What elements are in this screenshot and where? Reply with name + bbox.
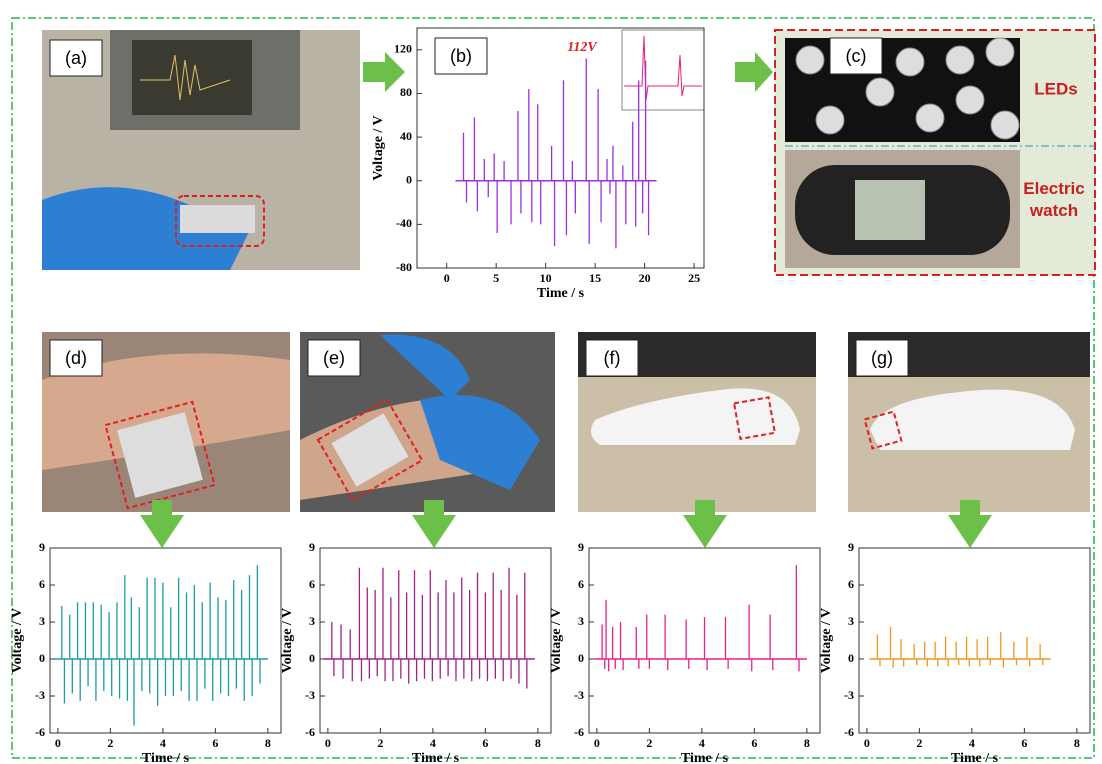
y-tick-label: 40: [400, 129, 412, 143]
y-axis-label: Voltage / V: [10, 608, 25, 673]
x-tick-label: 8: [265, 736, 271, 750]
x-tick-label: 0: [55, 736, 61, 750]
x-tick-label: 0: [864, 736, 870, 750]
x-tick-label: 0: [444, 271, 450, 285]
panel-label: (e): [323, 348, 345, 368]
figure: (a) (c) LEDs (d) (e) (f): [0, 0, 1102, 764]
x-tick-label: 8: [535, 736, 541, 750]
y-tick-label: 0: [578, 651, 584, 665]
panel-label: (d): [65, 348, 87, 368]
x-axis-label: Time / s: [951, 751, 999, 764]
x-tick-label: 6: [482, 736, 488, 750]
x-tick-label: 0: [325, 736, 331, 750]
y-tick-label: 0: [309, 651, 315, 665]
photo-c: (c) LEDs: [775, 30, 1095, 275]
x-tick-label: 25: [688, 271, 700, 285]
y-tick-label: -3: [35, 688, 45, 702]
photo-e: (e): [300, 332, 555, 512]
y-tick-label: 120: [394, 42, 412, 56]
photo-d: (d): [42, 332, 290, 512]
y-axis-label: Voltage / V: [819, 608, 834, 673]
y-tick-label: -6: [35, 725, 45, 739]
y-axis-label: Voltage / V: [549, 608, 564, 673]
x-tick-label: 2: [646, 736, 652, 750]
x-tick-label: 4: [430, 736, 436, 750]
x-tick-label: 4: [969, 736, 975, 750]
photo-a: (a): [42, 30, 360, 270]
y-tick-label: 3: [309, 614, 315, 628]
y-tick-label: 3: [39, 614, 45, 628]
x-tick-label: 2: [916, 736, 922, 750]
y-tick-label: 6: [309, 577, 315, 591]
chart: 0 2 4 6 8 -6 -3 0 3 6 9 Time / s Voltage / V: [549, 540, 820, 764]
panel-label: (b): [450, 46, 472, 66]
x-tick-label: 8: [1074, 736, 1080, 750]
chart: 0 2 4 6 8 -6 -3 0 3 6 9 Time / s Voltage / V: [819, 540, 1090, 764]
y-tick-label: -6: [574, 725, 584, 739]
x-tick-label: 5: [493, 271, 499, 285]
x-tick-label: 0: [594, 736, 600, 750]
y-tick-label: 9: [578, 540, 584, 554]
y-tick-label: 80: [400, 85, 412, 99]
x-tick-label: 2: [107, 736, 113, 750]
y-tick-label: -40: [396, 216, 412, 230]
panel-label: (c): [846, 46, 867, 66]
caption: Electric watch: [1014, 178, 1094, 222]
y-tick-label: 9: [39, 540, 45, 554]
y-tick-label: -6: [305, 725, 315, 739]
y-tick-label: 9: [309, 540, 315, 554]
panel-label: (g): [871, 348, 893, 368]
y-tick-label: 0: [406, 172, 412, 186]
x-axis-label: Time / s: [412, 751, 460, 764]
y-tick-label: -3: [305, 688, 315, 702]
x-tick-label: 15: [589, 271, 601, 285]
y-tick-label: -3: [574, 688, 584, 702]
x-tick-label: 10: [540, 271, 552, 285]
photo-f: (f): [578, 332, 816, 512]
x-tick-label: 2: [377, 736, 383, 750]
x-tick-label: 8: [804, 736, 810, 750]
x-axis-label: Time / s: [681, 751, 729, 764]
y-axis-label: Voltage / V: [280, 608, 295, 673]
caption: LEDs: [1034, 79, 1077, 98]
chart: 0 2 4 6 8 -6 -3 0 3 6 9 Time / s Voltage / V: [280, 540, 551, 764]
chart: 0 2 4 6 8 -6 -3 0 3 6 9 Time / s Voltage / V: [10, 540, 281, 764]
y-axis-label: Voltage / V: [371, 115, 386, 180]
y-tick-label: -3: [844, 688, 854, 702]
y-tick-label: 3: [578, 614, 584, 628]
inset: [622, 30, 704, 110]
x-axis-label: Time / s: [142, 751, 190, 764]
x-tick-label: 6: [751, 736, 757, 750]
y-tick-label: -80: [396, 260, 412, 274]
y-tick-label: 6: [39, 577, 45, 591]
y-tick-label: 3: [848, 614, 854, 628]
x-tick-label: 4: [160, 736, 166, 750]
x-tick-label: 6: [212, 736, 218, 750]
x-tick-label: 20: [639, 271, 651, 285]
figure-canvas: (a) (c) LEDs (d) (e) (f): [0, 0, 1102, 764]
photo-g: (g): [848, 332, 1090, 512]
panel-label: (f): [604, 348, 621, 368]
y-tick-label: 0: [39, 651, 45, 665]
y-tick-label: 6: [848, 577, 854, 591]
y-tick-label: 6: [578, 577, 584, 591]
x-axis-label: Time / s: [537, 286, 585, 301]
y-tick-label: -6: [844, 725, 854, 739]
y-tick-label: 9: [848, 540, 854, 554]
x-tick-label: 4: [699, 736, 705, 750]
panel-label: (a): [65, 48, 87, 68]
plot-frame: [50, 548, 281, 733]
plot-frame: [859, 548, 1090, 733]
x-tick-label: 6: [1021, 736, 1027, 750]
y-tick-label: 0: [848, 651, 854, 665]
annotation: 112V: [567, 40, 598, 55]
